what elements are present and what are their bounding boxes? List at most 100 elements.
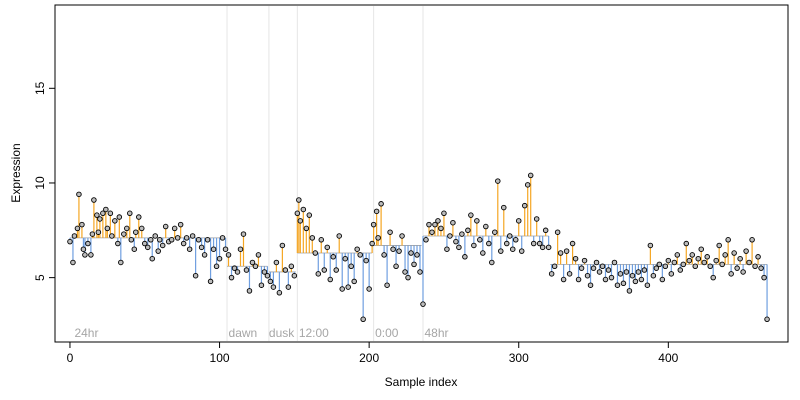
data-point	[144, 244, 151, 251]
data-point	[324, 244, 331, 251]
group-labels: 24hr dawn dusk 12:00 0:00 48hr	[74, 326, 448, 340]
data-point	[507, 233, 513, 239]
data-point	[177, 221, 184, 228]
data-point	[104, 225, 111, 232]
data-points	[67, 172, 770, 323]
data-point	[159, 242, 166, 249]
data-point	[246, 288, 253, 294]
data-point	[357, 252, 363, 258]
data-point	[638, 276, 645, 283]
data-point	[234, 269, 241, 275]
data-point	[133, 229, 139, 235]
data-point	[740, 269, 746, 275]
data-point	[480, 250, 486, 256]
data-point	[267, 278, 274, 285]
data-point	[237, 246, 244, 252]
data-point	[115, 240, 121, 247]
data-point	[303, 225, 310, 232]
data-point	[405, 274, 411, 281]
data-point	[204, 237, 211, 243]
data-point	[629, 272, 636, 279]
data-point	[512, 237, 519, 243]
data-point	[474, 218, 480, 224]
data-point	[453, 238, 459, 245]
data-point	[390, 246, 396, 252]
data-point	[375, 235, 381, 241]
data-point	[291, 272, 298, 279]
data-point	[402, 269, 408, 275]
data-point	[124, 225, 130, 232]
data-point	[444, 246, 450, 252]
data-point	[82, 252, 88, 258]
data-point	[149, 255, 155, 262]
data-point	[342, 255, 348, 262]
data-point	[716, 242, 722, 249]
data-point	[710, 274, 716, 281]
y-axis: 5 10 15	[33, 81, 56, 281]
data-point	[581, 257, 588, 264]
data-point	[213, 263, 220, 270]
x-tick-label: 400	[658, 351, 678, 365]
data-point	[360, 316, 366, 323]
plot-box	[54, 4, 789, 343]
data-point	[261, 269, 268, 275]
data-point	[198, 244, 205, 251]
data-point	[420, 301, 426, 307]
data-point	[749, 237, 755, 243]
x-tick-label: 0	[67, 351, 74, 365]
data-point	[121, 231, 127, 237]
data-point	[456, 244, 462, 251]
data-point	[746, 259, 752, 266]
x-axis-title: Sample index	[385, 375, 458, 389]
data-point	[498, 248, 504, 254]
data-point	[611, 259, 618, 266]
data-point	[288, 263, 295, 270]
data-point	[300, 206, 307, 213]
data-point	[539, 244, 546, 251]
data-point	[369, 240, 375, 247]
data-point	[249, 259, 256, 266]
data-point	[67, 238, 73, 245]
data-point	[510, 246, 516, 252]
data-point	[695, 255, 701, 262]
data-point	[76, 191, 82, 198]
data-point	[572, 255, 579, 262]
data-point	[210, 246, 217, 252]
data-point	[240, 231, 247, 237]
x-tick-label: 200	[359, 351, 379, 365]
data-point	[680, 261, 687, 268]
data-point	[216, 255, 223, 262]
y-axis-title: Expression	[9, 143, 23, 202]
data-point	[647, 242, 654, 249]
data-point	[264, 272, 271, 279]
data-point	[89, 231, 96, 237]
data-point	[743, 248, 749, 254]
data-point	[683, 240, 690, 247]
data-point	[450, 219, 456, 226]
data-point	[399, 233, 405, 239]
data-point	[426, 221, 432, 228]
data-point	[689, 252, 696, 258]
data-point	[152, 233, 158, 239]
data-point	[351, 278, 357, 285]
data-point	[644, 282, 651, 288]
data-point	[195, 237, 202, 243]
y-tick-label: 5	[33, 274, 47, 281]
data-point	[79, 221, 85, 228]
data-point	[554, 229, 561, 235]
data-point	[725, 237, 731, 243]
x-axis: 0 100 200 300 400	[67, 341, 679, 365]
group-label: 24hr	[74, 326, 98, 340]
data-point	[686, 257, 693, 264]
data-point	[336, 233, 342, 239]
data-point	[462, 254, 468, 260]
data-point	[677, 267, 684, 273]
data-point	[557, 250, 564, 256]
data-point	[381, 252, 387, 258]
data-point	[728, 271, 734, 277]
data-point	[139, 225, 145, 232]
x-tick-label: 100	[210, 351, 230, 365]
data-point	[632, 278, 639, 285]
data-point	[100, 210, 106, 217]
data-point	[620, 280, 627, 287]
